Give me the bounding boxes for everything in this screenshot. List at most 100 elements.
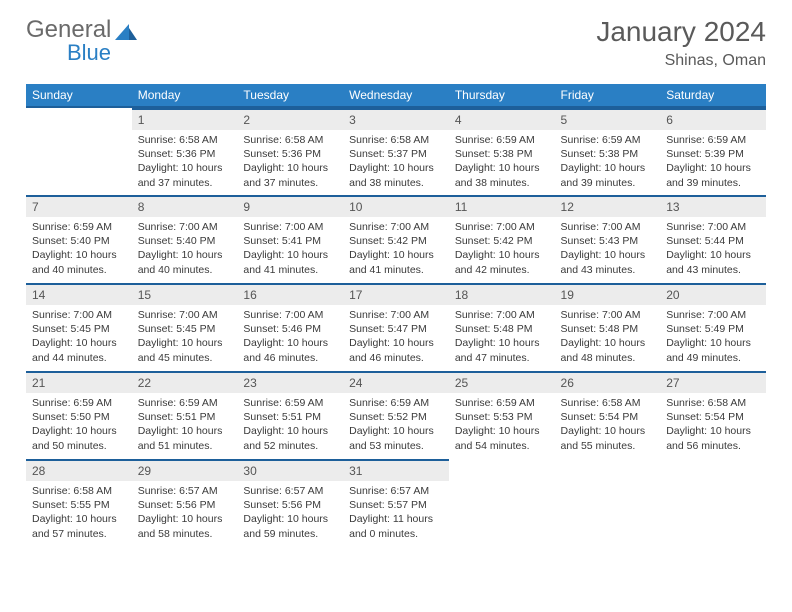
calendar-week-row: 1Sunrise: 6:58 AMSunset: 5:36 PMDaylight… — [26, 107, 766, 195]
day-number: 29 — [132, 459, 238, 481]
day-info: Sunrise: 6:59 AMSunset: 5:50 PMDaylight:… — [26, 393, 132, 457]
sunset-text: Sunset: 5:36 PM — [138, 147, 232, 161]
sunset-text: Sunset: 5:41 PM — [243, 234, 337, 248]
daylight-text: Daylight: 10 hours and 44 minutes. — [32, 336, 126, 364]
day-number: 30 — [237, 459, 343, 481]
day-info: Sunrise: 6:58 AMSunset: 5:54 PMDaylight:… — [660, 393, 766, 457]
day-number: 6 — [660, 108, 766, 130]
weekday-header: Monday — [132, 84, 238, 107]
sunrise-text: Sunrise: 7:00 AM — [455, 220, 549, 234]
calendar-day-cell: 18Sunrise: 7:00 AMSunset: 5:48 PMDayligh… — [449, 283, 555, 371]
daylight-text: Daylight: 10 hours and 56 minutes. — [666, 424, 760, 452]
day-info: Sunrise: 7:00 AMSunset: 5:41 PMDaylight:… — [237, 217, 343, 281]
day-info: Sunrise: 6:58 AMSunset: 5:36 PMDaylight:… — [132, 130, 238, 194]
day-info: Sunrise: 7:00 AMSunset: 5:48 PMDaylight:… — [555, 305, 661, 369]
daylight-text: Daylight: 10 hours and 37 minutes. — [243, 161, 337, 189]
sunset-text: Sunset: 5:38 PM — [561, 147, 655, 161]
sunset-text: Sunset: 5:45 PM — [138, 322, 232, 336]
sunrise-text: Sunrise: 6:58 AM — [138, 133, 232, 147]
daylight-text: Daylight: 10 hours and 50 minutes. — [32, 424, 126, 452]
calendar-day-cell: 2Sunrise: 6:58 AMSunset: 5:36 PMDaylight… — [237, 107, 343, 195]
day-info: Sunrise: 7:00 AMSunset: 5:40 PMDaylight:… — [132, 217, 238, 281]
day-number: 3 — [343, 108, 449, 130]
daylight-text: Daylight: 10 hours and 41 minutes. — [243, 248, 337, 276]
calendar-day-cell: 3Sunrise: 6:58 AMSunset: 5:37 PMDaylight… — [343, 107, 449, 195]
sunset-text: Sunset: 5:46 PM — [243, 322, 337, 336]
sunrise-text: Sunrise: 7:00 AM — [561, 308, 655, 322]
sunset-text: Sunset: 5:45 PM — [32, 322, 126, 336]
calendar-day-cell — [555, 459, 661, 547]
calendar-day-cell: 25Sunrise: 6:59 AMSunset: 5:53 PMDayligh… — [449, 371, 555, 459]
sunset-text: Sunset: 5:38 PM — [455, 147, 549, 161]
daylight-text: Daylight: 10 hours and 57 minutes. — [32, 512, 126, 540]
sunrise-text: Sunrise: 7:00 AM — [666, 220, 760, 234]
sunrise-text: Sunrise: 6:58 AM — [32, 484, 126, 498]
sunset-text: Sunset: 5:50 PM — [32, 410, 126, 424]
calendar-day-cell: 16Sunrise: 7:00 AMSunset: 5:46 PMDayligh… — [237, 283, 343, 371]
sunset-text: Sunset: 5:40 PM — [138, 234, 232, 248]
day-number: 19 — [555, 283, 661, 305]
day-info: Sunrise: 6:59 AMSunset: 5:53 PMDaylight:… — [449, 393, 555, 457]
calendar-day-cell: 26Sunrise: 6:58 AMSunset: 5:54 PMDayligh… — [555, 371, 661, 459]
day-info: Sunrise: 6:59 AMSunset: 5:52 PMDaylight:… — [343, 393, 449, 457]
daylight-text: Daylight: 10 hours and 52 minutes. — [243, 424, 337, 452]
page-header: General Blue January 2024 Shinas, Oman — [26, 18, 766, 70]
sunset-text: Sunset: 5:53 PM — [455, 410, 549, 424]
day-number: 10 — [343, 195, 449, 217]
calendar-day-cell: 21Sunrise: 6:59 AMSunset: 5:50 PMDayligh… — [26, 371, 132, 459]
day-info: Sunrise: 7:00 AMSunset: 5:46 PMDaylight:… — [237, 305, 343, 369]
calendar-day-cell: 17Sunrise: 7:00 AMSunset: 5:47 PMDayligh… — [343, 283, 449, 371]
daylight-text: Daylight: 10 hours and 43 minutes. — [666, 248, 760, 276]
day-info: Sunrise: 6:59 AMSunset: 5:38 PMDaylight:… — [555, 130, 661, 194]
calendar-table: Sunday Monday Tuesday Wednesday Thursday… — [26, 84, 766, 547]
day-info: Sunrise: 7:00 AMSunset: 5:44 PMDaylight:… — [660, 217, 766, 281]
day-number: 20 — [660, 283, 766, 305]
calendar-day-cell: 10Sunrise: 7:00 AMSunset: 5:42 PMDayligh… — [343, 195, 449, 283]
daylight-text: Daylight: 10 hours and 39 minutes. — [666, 161, 760, 189]
day-number: 4 — [449, 108, 555, 130]
sunrise-text: Sunrise: 6:57 AM — [349, 484, 443, 498]
calendar-day-cell — [449, 459, 555, 547]
logo-text-part1: General — [26, 18, 111, 42]
day-number: 18 — [449, 283, 555, 305]
calendar-day-cell: 8Sunrise: 7:00 AMSunset: 5:40 PMDaylight… — [132, 195, 238, 283]
sunset-text: Sunset: 5:56 PM — [138, 498, 232, 512]
day-info: Sunrise: 6:57 AMSunset: 5:56 PMDaylight:… — [132, 481, 238, 545]
daylight-text: Daylight: 10 hours and 46 minutes. — [349, 336, 443, 364]
day-number: 23 — [237, 371, 343, 393]
calendar-body: 1Sunrise: 6:58 AMSunset: 5:36 PMDaylight… — [26, 107, 766, 547]
sunset-text: Sunset: 5:37 PM — [349, 147, 443, 161]
weekday-header: Wednesday — [343, 84, 449, 107]
sunrise-text: Sunrise: 7:00 AM — [349, 220, 443, 234]
sunset-text: Sunset: 5:49 PM — [666, 322, 760, 336]
calendar-day-cell: 5Sunrise: 6:59 AMSunset: 5:38 PMDaylight… — [555, 107, 661, 195]
daylight-text: Daylight: 10 hours and 58 minutes. — [138, 512, 232, 540]
logo-triangle-icon — [115, 22, 137, 40]
sunrise-text: Sunrise: 6:58 AM — [561, 396, 655, 410]
sunrise-text: Sunrise: 7:00 AM — [32, 308, 126, 322]
sunset-text: Sunset: 5:51 PM — [243, 410, 337, 424]
daylight-text: Daylight: 10 hours and 39 minutes. — [561, 161, 655, 189]
calendar-page: General Blue January 2024 Shinas, Oman S… — [0, 0, 792, 557]
day-number: 17 — [343, 283, 449, 305]
daylight-text: Daylight: 10 hours and 38 minutes. — [455, 161, 549, 189]
sunset-text: Sunset: 5:51 PM — [138, 410, 232, 424]
day-info: Sunrise: 6:57 AMSunset: 5:56 PMDaylight:… — [237, 481, 343, 545]
calendar-week-row: 28Sunrise: 6:58 AMSunset: 5:55 PMDayligh… — [26, 459, 766, 547]
daylight-text: Daylight: 10 hours and 48 minutes. — [561, 336, 655, 364]
day-info: Sunrise: 7:00 AMSunset: 5:48 PMDaylight:… — [449, 305, 555, 369]
day-number: 26 — [555, 371, 661, 393]
day-number: 7 — [26, 195, 132, 217]
sunrise-text: Sunrise: 6:59 AM — [138, 396, 232, 410]
daylight-text: Daylight: 10 hours and 46 minutes. — [243, 336, 337, 364]
day-number: 8 — [132, 195, 238, 217]
day-number: 21 — [26, 371, 132, 393]
sunrise-text: Sunrise: 6:59 AM — [32, 220, 126, 234]
day-number: 9 — [237, 195, 343, 217]
day-info: Sunrise: 6:59 AMSunset: 5:51 PMDaylight:… — [237, 393, 343, 457]
sunrise-text: Sunrise: 7:00 AM — [455, 308, 549, 322]
day-number: 15 — [132, 283, 238, 305]
day-number: 13 — [660, 195, 766, 217]
day-info: Sunrise: 7:00 AMSunset: 5:45 PMDaylight:… — [26, 305, 132, 369]
daylight-text: Daylight: 10 hours and 49 minutes. — [666, 336, 760, 364]
